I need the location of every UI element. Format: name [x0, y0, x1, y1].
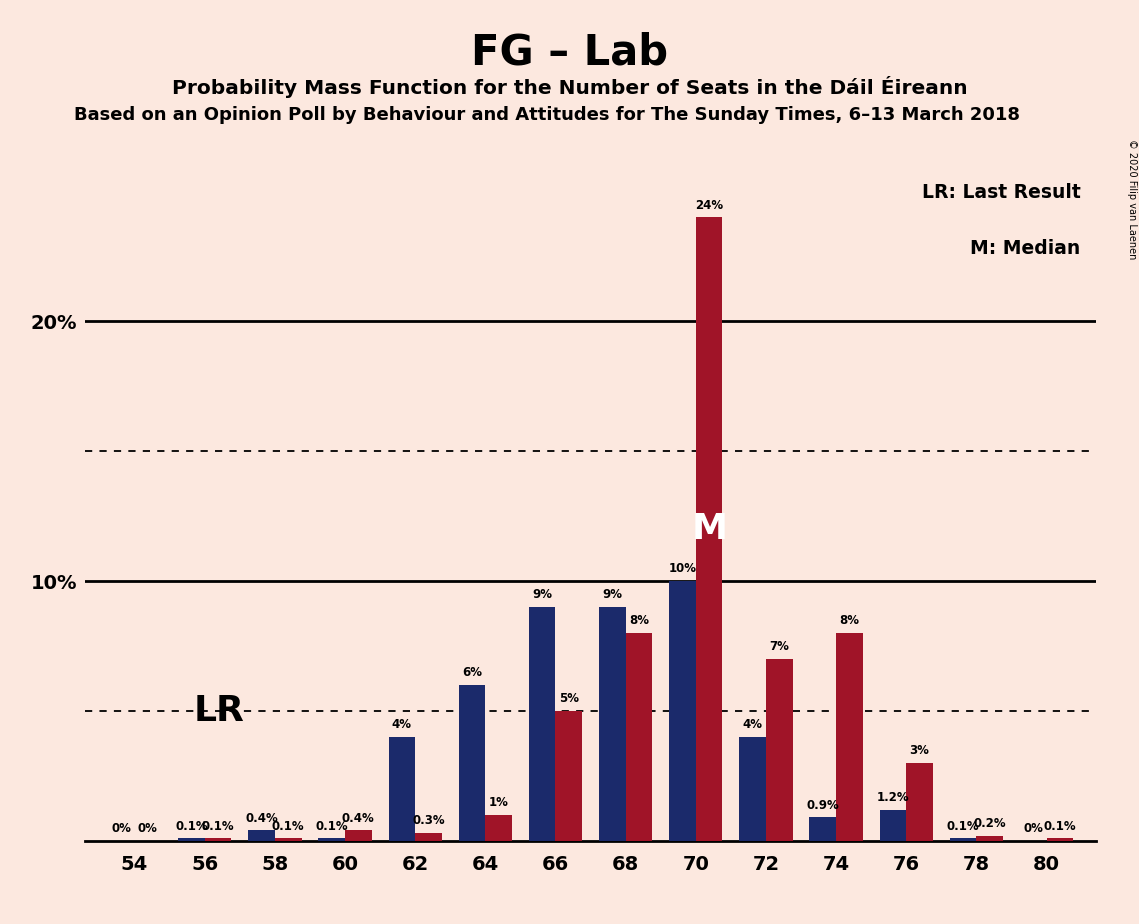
- Text: 9%: 9%: [532, 589, 552, 602]
- Bar: [599, 607, 625, 841]
- Bar: [528, 607, 556, 841]
- Bar: [765, 659, 793, 841]
- Text: Probability Mass Function for the Number of Seats in the Dáil Éireann: Probability Mass Function for the Number…: [172, 76, 967, 98]
- Bar: [459, 685, 485, 841]
- Text: 10%: 10%: [669, 563, 696, 576]
- Text: 5%: 5%: [559, 692, 579, 705]
- Text: 3%: 3%: [910, 744, 929, 757]
- Text: 0.1%: 0.1%: [272, 820, 304, 833]
- Text: 7%: 7%: [769, 640, 789, 653]
- Bar: [696, 217, 722, 841]
- Text: LR: LR: [194, 694, 244, 728]
- Text: M: M: [691, 512, 727, 546]
- Bar: [319, 838, 345, 841]
- Bar: [205, 838, 231, 841]
- Bar: [907, 763, 933, 841]
- Text: © 2020 Filip van Laenen: © 2020 Filip van Laenen: [1128, 139, 1137, 259]
- Bar: [248, 831, 274, 841]
- Text: 9%: 9%: [603, 589, 622, 602]
- Bar: [976, 835, 1003, 841]
- Bar: [879, 809, 907, 841]
- Text: 0.1%: 0.1%: [947, 820, 980, 833]
- Text: M: Median: M: Median: [970, 238, 1081, 258]
- Bar: [950, 838, 976, 841]
- Text: 0.1%: 0.1%: [316, 820, 349, 833]
- Text: Based on an Opinion Poll by Behaviour and Attitudes for The Sunday Times, 6–13 M: Based on an Opinion Poll by Behaviour an…: [74, 106, 1021, 124]
- Text: 0.1%: 0.1%: [175, 820, 207, 833]
- Text: 0%: 0%: [112, 822, 131, 835]
- Text: 0.2%: 0.2%: [974, 817, 1006, 830]
- Text: 24%: 24%: [695, 199, 723, 212]
- Text: 0.1%: 0.1%: [1043, 820, 1076, 833]
- Bar: [669, 581, 696, 841]
- Bar: [625, 633, 653, 841]
- Bar: [1047, 838, 1073, 841]
- Text: 0%: 0%: [138, 822, 158, 835]
- Text: FG – Lab: FG – Lab: [470, 31, 669, 73]
- Text: 1.2%: 1.2%: [877, 791, 909, 804]
- Text: 4%: 4%: [743, 718, 763, 731]
- Text: 6%: 6%: [462, 666, 482, 679]
- Text: 0%: 0%: [1023, 822, 1043, 835]
- Bar: [485, 815, 513, 841]
- Bar: [345, 831, 371, 841]
- Bar: [836, 633, 862, 841]
- Bar: [388, 737, 416, 841]
- Text: 0.1%: 0.1%: [202, 820, 235, 833]
- Bar: [416, 833, 442, 841]
- Bar: [178, 838, 205, 841]
- Text: 8%: 8%: [629, 614, 649, 627]
- Bar: [810, 818, 836, 841]
- Bar: [556, 711, 582, 841]
- Text: 0.9%: 0.9%: [806, 798, 839, 812]
- Text: 0.4%: 0.4%: [245, 812, 278, 825]
- Text: 0.4%: 0.4%: [342, 812, 375, 825]
- Text: 4%: 4%: [392, 718, 412, 731]
- Bar: [739, 737, 765, 841]
- Text: 0.3%: 0.3%: [412, 814, 445, 827]
- Text: 1%: 1%: [489, 796, 509, 809]
- Text: LR: Last Result: LR: Last Result: [921, 184, 1081, 202]
- Text: 8%: 8%: [839, 614, 860, 627]
- Bar: [274, 838, 302, 841]
